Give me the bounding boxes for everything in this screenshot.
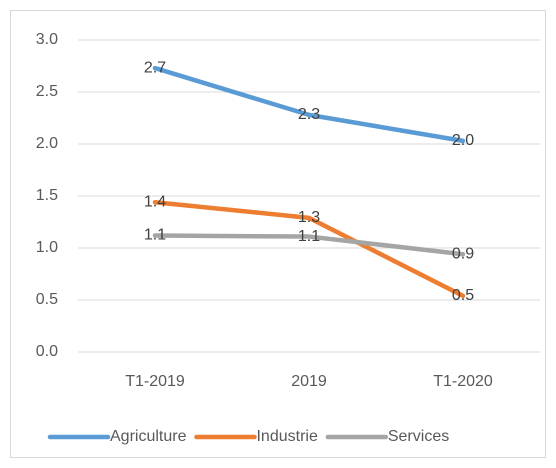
y-tick-label: 2.5 [36,83,58,100]
line [152,65,466,144]
y-tick-label: 1.5 [36,187,58,204]
data-label: 1.1 [298,228,320,245]
chart-frame [10,10,546,458]
x-tick-label: T1-2019 [125,373,185,390]
legend-label: Services [388,428,449,445]
data-label: 0.5 [452,287,474,304]
data-label: 1.3 [298,209,320,226]
data-label: 0.9 [452,245,474,262]
data-label: 2.7 [144,59,166,76]
legend-label: Industrie [256,428,317,445]
legend-label: Agriculture [110,428,187,445]
data-label: 1.4 [144,193,166,210]
y-tick-label: 0.5 [36,291,58,308]
x-tick-label: T1-2020 [433,373,493,390]
line [152,233,466,257]
line [152,199,466,299]
y-tick-label: 3.0 [36,31,58,48]
y-tick-label: 0.0 [36,343,58,360]
data-label: 2.0 [452,132,474,149]
y-tick-label: 1.0 [36,239,58,256]
data-label: 1.1 [144,227,166,244]
data-label: 2.3 [298,106,320,123]
x-tick-label: 2019 [291,373,327,390]
y-tick-label: 2.0 [36,135,58,152]
